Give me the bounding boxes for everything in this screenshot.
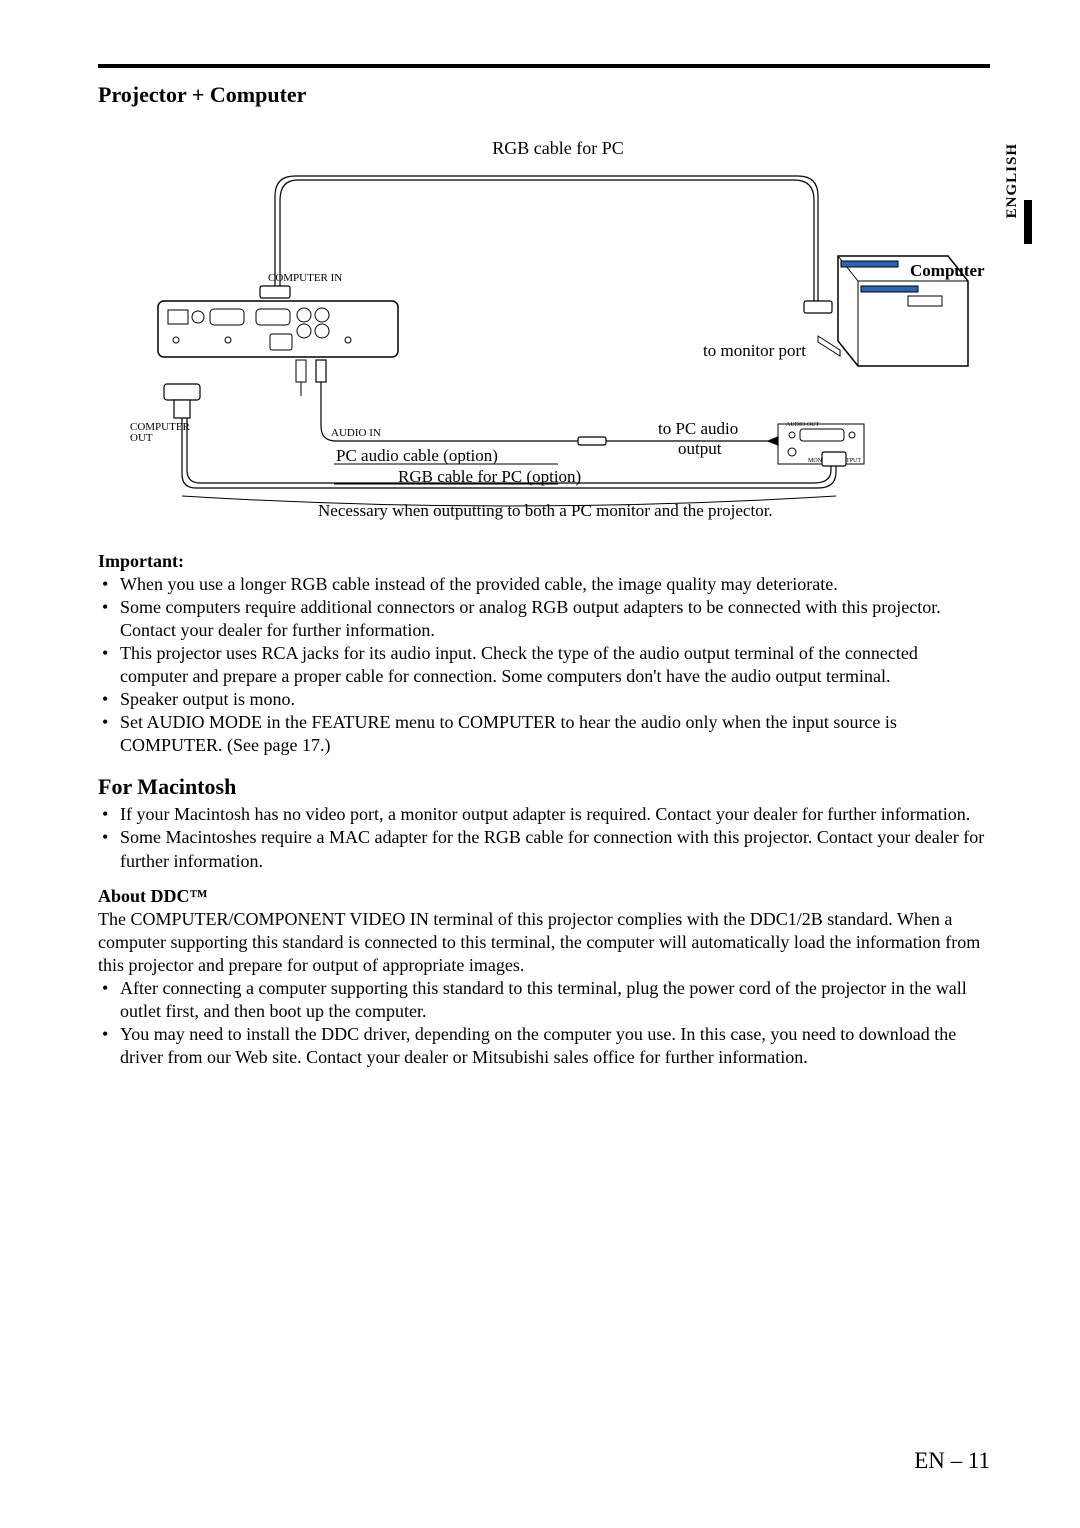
macintosh-heading: For Macintosh xyxy=(98,773,990,801)
pc-audio-cable-label: PC audio cable (option) xyxy=(336,446,498,465)
list-item: You may need to install the DDC driver, … xyxy=(98,1023,990,1069)
ddc-heading: About DDC™ xyxy=(98,885,990,908)
top-rule xyxy=(98,64,990,68)
language-bar xyxy=(1024,200,1032,244)
computer-label: Computer xyxy=(910,261,985,280)
important-list: When you use a longer RGB cable instead … xyxy=(98,573,990,757)
computer-in-label: COMPUTER IN xyxy=(268,272,342,284)
list-item: Some Macintoshes require a MAC adapter f… xyxy=(98,826,990,872)
list-item: When you use a longer RGB cable instead … xyxy=(98,573,990,596)
list-item: If your Macintosh has no video port, a m… xyxy=(98,803,990,826)
rgb-option-label: RGB cable for PC (option) xyxy=(398,467,581,486)
list-item: Some computers require additional connec… xyxy=(98,596,990,642)
rgb-cable-label: RGB cable for PC xyxy=(492,138,623,158)
section-title: Projector + Computer xyxy=(98,82,990,108)
computer-out-2: OUT xyxy=(130,432,153,444)
list-item: Speaker output is mono. xyxy=(98,688,990,711)
svg-text:AUDIO OUT: AUDIO OUT xyxy=(786,422,819,428)
rgb-cable xyxy=(260,176,832,313)
page-number: EN – 11 xyxy=(914,1448,990,1474)
connection-diagram: RGB cable for PC COMPUTER IN Computer t xyxy=(98,126,990,526)
projector-icon xyxy=(158,301,398,357)
language-tab: ENGLISH xyxy=(1002,82,1022,218)
list-item: This projector uses RCA jacks for its au… xyxy=(98,642,990,688)
list-item: Set AUDIO MODE in the FEATURE menu to CO… xyxy=(98,711,990,757)
list-item: After connecting a computer supporting t… xyxy=(98,977,990,1023)
ddc-paragraph: The COMPUTER/COMPONENT VIDEO IN terminal… xyxy=(98,908,990,977)
language-label: ENGLISH xyxy=(1004,143,1021,218)
macintosh-list: If your Macintosh has no video port, a m… xyxy=(98,803,990,872)
important-heading: Important: xyxy=(98,550,990,573)
necessary-label: Necessary when outputting to both a PC m… xyxy=(318,501,773,520)
ddc-list: After connecting a computer supporting t… xyxy=(98,977,990,1069)
computer-ports: AUDIO OUT MONITOR OUTPUT xyxy=(778,422,864,464)
audio-in-label: AUDIO IN xyxy=(331,427,381,439)
to-monitor-label: to monitor port xyxy=(703,341,806,360)
to-pc-audio-1: to PC audio xyxy=(658,419,738,438)
to-pc-audio-2: output xyxy=(678,439,722,458)
